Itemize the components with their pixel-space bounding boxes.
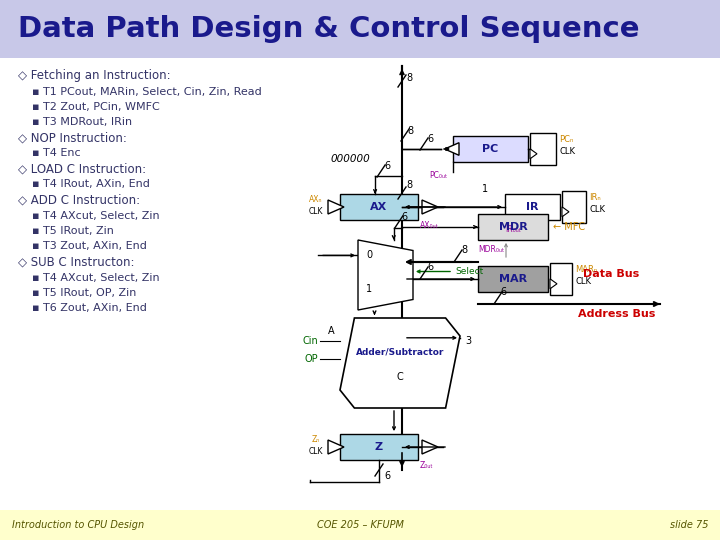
Text: 8: 8 [406, 73, 412, 83]
Polygon shape [530, 149, 537, 159]
Text: 000000: 000000 [330, 154, 370, 164]
Text: AX₀ᵤₜ: AX₀ᵤₜ [420, 221, 439, 231]
Text: CLK: CLK [309, 207, 323, 217]
Text: OP: OP [305, 354, 318, 363]
Polygon shape [328, 440, 344, 454]
Text: 1: 1 [366, 284, 372, 294]
Text: IR: IR [526, 202, 539, 212]
Text: Data Bus: Data Bus [583, 269, 639, 279]
Bar [505, 194, 560, 220]
Text: C: C [397, 372, 403, 381]
Bar [478, 214, 548, 240]
Text: A: A [328, 327, 335, 336]
Text: PC₀ᵤₜ: PC₀ᵤₜ [430, 172, 448, 180]
Bar [478, 266, 548, 292]
Text: ▪ T5 IRout, OP, Zin: ▪ T5 IRout, OP, Zin [32, 288, 136, 298]
Bar [340, 194, 418, 220]
Text: ▪ T4 AXcut, Select, Zin: ▪ T4 AXcut, Select, Zin [32, 273, 160, 282]
Text: 6: 6 [384, 471, 390, 481]
Text: IRₙ: IRₙ [589, 193, 600, 202]
Text: 6: 6 [500, 287, 506, 297]
Text: ▪ T5 IRout, Zin: ▪ T5 IRout, Zin [32, 226, 114, 236]
Text: 1: 1 [482, 184, 488, 194]
Polygon shape [422, 440, 438, 454]
Text: MAR: MAR [499, 274, 527, 284]
Text: Adder/Subtractor: Adder/Subtractor [356, 348, 444, 357]
Text: CLK: CLK [559, 147, 575, 157]
Bar [0, 510, 720, 540]
Text: Introduction to CPU Design: Introduction to CPU Design [12, 520, 144, 530]
Text: AXₙ: AXₙ [310, 194, 323, 204]
Text: AX: AX [370, 202, 387, 212]
Text: Address Bus: Address Bus [577, 309, 655, 319]
Text: Z₀ᵤₜ: Z₀ᵤₜ [420, 462, 433, 470]
Bar [550, 263, 572, 295]
Bar [0, 0, 720, 58]
Text: ← MFC: ← MFC [553, 222, 585, 232]
Text: ◇ LOAD C Instruction:: ◇ LOAD C Instruction: [18, 163, 146, 176]
Text: Cin: Cin [302, 335, 318, 346]
Text: ◇ Fetching an Instruction:: ◇ Fetching an Instruction: [18, 70, 171, 83]
Text: 0: 0 [366, 251, 372, 260]
Polygon shape [562, 207, 569, 217]
Text: IR₀ᵤₜ: IR₀ᵤₜ [505, 226, 521, 234]
Bar [530, 133, 556, 165]
Text: 3: 3 [465, 335, 471, 346]
Text: Z: Z [375, 442, 383, 452]
Bar [562, 191, 586, 223]
Text: COE 205 – KFUPM: COE 205 – KFUPM [317, 520, 403, 530]
Text: Data Path Design & Control Sequence: Data Path Design & Control Sequence [18, 15, 639, 43]
Text: ▪ T6 Zout, AXin, End: ▪ T6 Zout, AXin, End [32, 303, 147, 314]
Text: ▪ T3 Zout, AXin, End: ▪ T3 Zout, AXin, End [32, 241, 147, 252]
Text: CLK: CLK [575, 278, 591, 287]
Polygon shape [445, 143, 459, 156]
Text: ◇ ADD C Instruction:: ◇ ADD C Instruction: [18, 193, 140, 206]
Text: MDR₀ᵤₜ: MDR₀ᵤₜ [478, 246, 505, 254]
Text: 8: 8 [406, 180, 412, 190]
Text: ◇ NOP Instruction:: ◇ NOP Instruction: [18, 132, 127, 145]
Text: Select: Select [455, 267, 483, 276]
Text: ▪ T2 Zout, PCin, WMFC: ▪ T2 Zout, PCin, WMFC [32, 102, 160, 112]
Text: 8: 8 [407, 126, 413, 136]
Text: PCₙ: PCₙ [559, 136, 573, 145]
Text: PC: PC [482, 144, 499, 154]
Polygon shape [328, 200, 344, 214]
Text: ◇ SUB C Instructon:: ◇ SUB C Instructon: [18, 255, 135, 268]
Polygon shape [340, 318, 460, 408]
Text: CLK: CLK [589, 206, 605, 214]
Text: ▪ T4 IRout, AXin, End: ▪ T4 IRout, AXin, End [32, 179, 150, 190]
Text: MARₙ: MARₙ [575, 266, 598, 274]
Polygon shape [358, 240, 413, 310]
Text: CLK: CLK [309, 448, 323, 456]
Text: 6: 6 [384, 161, 390, 171]
Text: ▪ T3 MDRout, IRin: ▪ T3 MDRout, IRin [32, 118, 132, 127]
Text: slide 75: slide 75 [670, 520, 708, 530]
Text: Zₙ: Zₙ [312, 435, 320, 443]
Bar [340, 434, 418, 460]
Text: 8: 8 [461, 245, 467, 255]
Text: ▪ T4 Enc: ▪ T4 Enc [32, 148, 81, 159]
Text: ▪ T4 AXcut, Select, Zin: ▪ T4 AXcut, Select, Zin [32, 211, 160, 220]
Polygon shape [550, 279, 557, 289]
Polygon shape [422, 200, 438, 214]
Text: 6: 6 [427, 134, 433, 144]
Text: MDR: MDR [499, 222, 527, 232]
Text: 6: 6 [427, 262, 433, 272]
Text: ▪ T1 PCout, MARin, Select, Cin, Zin, Read: ▪ T1 PCout, MARin, Select, Cin, Zin, Rea… [32, 86, 262, 97]
Text: 6: 6 [402, 212, 408, 222]
Bar [453, 136, 528, 162]
